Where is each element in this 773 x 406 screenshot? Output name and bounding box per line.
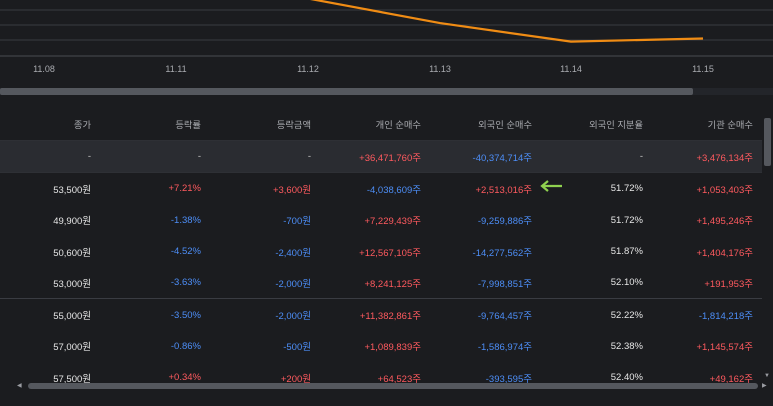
header-foreign-ownership[interactable]: 외국인 지분율 bbox=[589, 120, 643, 130]
horizontal-scrollbar-thumb[interactable] bbox=[28, 383, 758, 389]
chart-scrollbar-thumb[interactable] bbox=[0, 88, 693, 95]
institution-net-cell: +1,404,176주 bbox=[696, 247, 753, 259]
close-price-cell: 53,000원 bbox=[53, 278, 91, 290]
x-tick-label: 11.14 bbox=[560, 64, 582, 74]
close-price-cell: 50,600원 bbox=[53, 247, 91, 259]
scroll-left-arrow-icon[interactable]: ◀ bbox=[17, 383, 22, 389]
x-tick-label: 11.12 bbox=[297, 64, 319, 74]
table-row[interactable]: 49,900원 -1.38% -700원 +7,229,439주 -9,259,… bbox=[0, 205, 762, 236]
foreign-net-cell: -7,998,851주 bbox=[477, 278, 532, 290]
change-rate-cell: -1.38% bbox=[170, 214, 201, 226]
x-axis-labels: 11.08 11.11 11.12 11.13 11.14 11.15 bbox=[33, 64, 714, 74]
header-change-rate[interactable]: 등락률 bbox=[175, 120, 201, 130]
close-price-cell: 57,500원 bbox=[53, 373, 91, 385]
institution-net-cell: +49,162주 bbox=[709, 373, 753, 385]
institution-net-cell: +191,953주 bbox=[704, 278, 753, 290]
summary-cell: - bbox=[197, 151, 201, 163]
summary-cell: - bbox=[307, 151, 311, 163]
table-vertical-scrollbar[interactable] bbox=[762, 108, 773, 386]
change-amount-cell: -2,000원 bbox=[275, 311, 311, 323]
foreign-ownership-cell: 52.10% bbox=[610, 277, 643, 289]
individual-net-cell: +8,241,125주 bbox=[364, 278, 421, 290]
institution-net-cell: +1,495,246주 bbox=[696, 216, 753, 228]
foreign-ownership-chart: 11.08 11.11 11.12 11.13 11.14 11.15 bbox=[0, 0, 773, 74]
close-price-cell: 55,000원 bbox=[53, 311, 91, 323]
individual-net-cell: +1,089,839주 bbox=[364, 342, 421, 354]
header-change-amount[interactable]: 등락금액 bbox=[276, 120, 311, 130]
close-price-cell: 49,900원 bbox=[53, 216, 91, 228]
chart-scrollbar[interactable] bbox=[0, 87, 773, 96]
table-header: 종가 등락률 등락금액 개인 순매수 외국인 순매수 외국인 지분율 기관 순매… bbox=[0, 108, 762, 141]
summary-cell: - bbox=[87, 151, 91, 163]
change-rate-cell: -4.52% bbox=[170, 246, 201, 258]
institution-net-cell: +1,053,403주 bbox=[696, 184, 753, 196]
foreign-net-cell: -1,586,974주 bbox=[477, 342, 532, 354]
institution-net-cell: +1,145,574주 bbox=[696, 342, 753, 354]
foreign-net-cell: -9,259,886주 bbox=[477, 216, 532, 228]
individual-net-cell: +12,567,105주 bbox=[359, 247, 421, 259]
table-row[interactable]: 50,600원 -4.52% -2,400원 +12,567,105주 -14,… bbox=[0, 236, 762, 267]
foreign-ownership-cell: 52.40% bbox=[610, 372, 643, 384]
foreign-ownership-cell: 52.38% bbox=[610, 340, 643, 352]
change-rate-cell: +7.21% bbox=[168, 183, 202, 195]
table-row[interactable]: 55,000원 -3.50% -2,000원 +11,382,861주 -9,7… bbox=[0, 298, 762, 330]
change-rate-cell: +0.34% bbox=[168, 372, 202, 384]
individual-net-cell: +7,229,439주 bbox=[364, 216, 421, 228]
individual-net-cell: -4,038,609주 bbox=[366, 184, 421, 196]
change-amount-cell: -2,400원 bbox=[275, 247, 311, 259]
left-arrow-icon bbox=[540, 180, 562, 192]
close-price-cell: 53,500원 bbox=[53, 184, 91, 196]
header-institution-net[interactable]: 기관 순매수 bbox=[707, 120, 753, 130]
individual-net-cell: +64,523주 bbox=[377, 373, 421, 385]
change-rate-cell: -3.50% bbox=[170, 309, 201, 321]
investor-trading-table: 종가 등락률 등락금액 개인 순매수 외국인 순매수 외국인 지분율 기관 순매… bbox=[0, 108, 762, 393]
header-close-price[interactable]: 종가 bbox=[73, 120, 91, 130]
bottom-area bbox=[0, 390, 773, 406]
series-line bbox=[310, 0, 704, 43]
table-row[interactable]: 53,000원 -3.63% -2,000원 +8,241,125주 -7,99… bbox=[0, 267, 762, 298]
change-amount-cell: +200원 bbox=[280, 373, 311, 385]
foreign-net-cell: +2,513,016주 bbox=[475, 184, 532, 196]
table-row[interactable]: 57,000원 -0.86% -500원 +1,089,839주 -1,586,… bbox=[0, 331, 762, 362]
vertical-scrollbar-thumb[interactable] bbox=[764, 118, 771, 166]
summary-row: - - - +36,471,760주 -40,374,714주 - +3,476… bbox=[0, 141, 762, 174]
summary-cell: - bbox=[639, 151, 643, 163]
foreign-net-cell: -393,595주 bbox=[485, 373, 532, 385]
x-tick-label: 11.15 bbox=[692, 64, 714, 74]
foreign-ownership-cell: 51.87% bbox=[610, 246, 643, 258]
chart-grid bbox=[0, 9, 773, 57]
summary-cell: +36,471,760주 bbox=[359, 152, 421, 164]
institution-net-cell: -1,814,218주 bbox=[698, 311, 753, 323]
summary-cell: +3,476,134주 bbox=[696, 152, 753, 164]
change-rate-cell: -3.63% bbox=[170, 277, 201, 289]
header-foreign-net[interactable]: 외국인 순매수 bbox=[478, 120, 532, 130]
x-tick-label: 11.13 bbox=[429, 64, 451, 74]
scroll-right-arrow-icon[interactable]: ▶ bbox=[762, 383, 767, 389]
table-horizontal-scrollbar[interactable]: ◀ ▶ bbox=[0, 382, 773, 390]
change-amount-cell: -700원 bbox=[283, 216, 311, 228]
change-amount-cell: -500원 bbox=[283, 342, 311, 354]
x-tick-label: 11.11 bbox=[165, 64, 186, 74]
foreign-ownership-cell: 51.72% bbox=[610, 183, 643, 195]
foreign-ownership-cell: 51.72% bbox=[610, 214, 643, 226]
header-individual-net[interactable]: 개인 순매수 bbox=[375, 120, 421, 130]
individual-net-cell: +11,382,861주 bbox=[359, 311, 421, 323]
table-row[interactable]: 57,500원 +0.34% +200원 +64,523주 -393,595주 … bbox=[0, 362, 762, 393]
foreign-ownership-cell: 52.22% bbox=[610, 309, 643, 321]
summary-cell: -40,374,714주 bbox=[472, 152, 532, 164]
foreign-net-cell: -14,277,562주 bbox=[472, 247, 532, 259]
x-tick-label: 11.08 bbox=[33, 64, 55, 74]
change-amount-cell: -2,000원 bbox=[275, 278, 311, 290]
close-price-cell: 57,000원 bbox=[53, 342, 91, 354]
change-rate-cell: -0.86% bbox=[170, 340, 201, 352]
change-amount-cell: +3,600원 bbox=[272, 184, 311, 196]
foreign-net-cell: -9,764,457주 bbox=[477, 311, 532, 323]
table-row[interactable]: 53,500원 +7.21% +3,600원 -4,038,609주 +2,51… bbox=[0, 173, 762, 204]
scroll-down-arrow-icon[interactable]: ▼ bbox=[764, 373, 770, 379]
